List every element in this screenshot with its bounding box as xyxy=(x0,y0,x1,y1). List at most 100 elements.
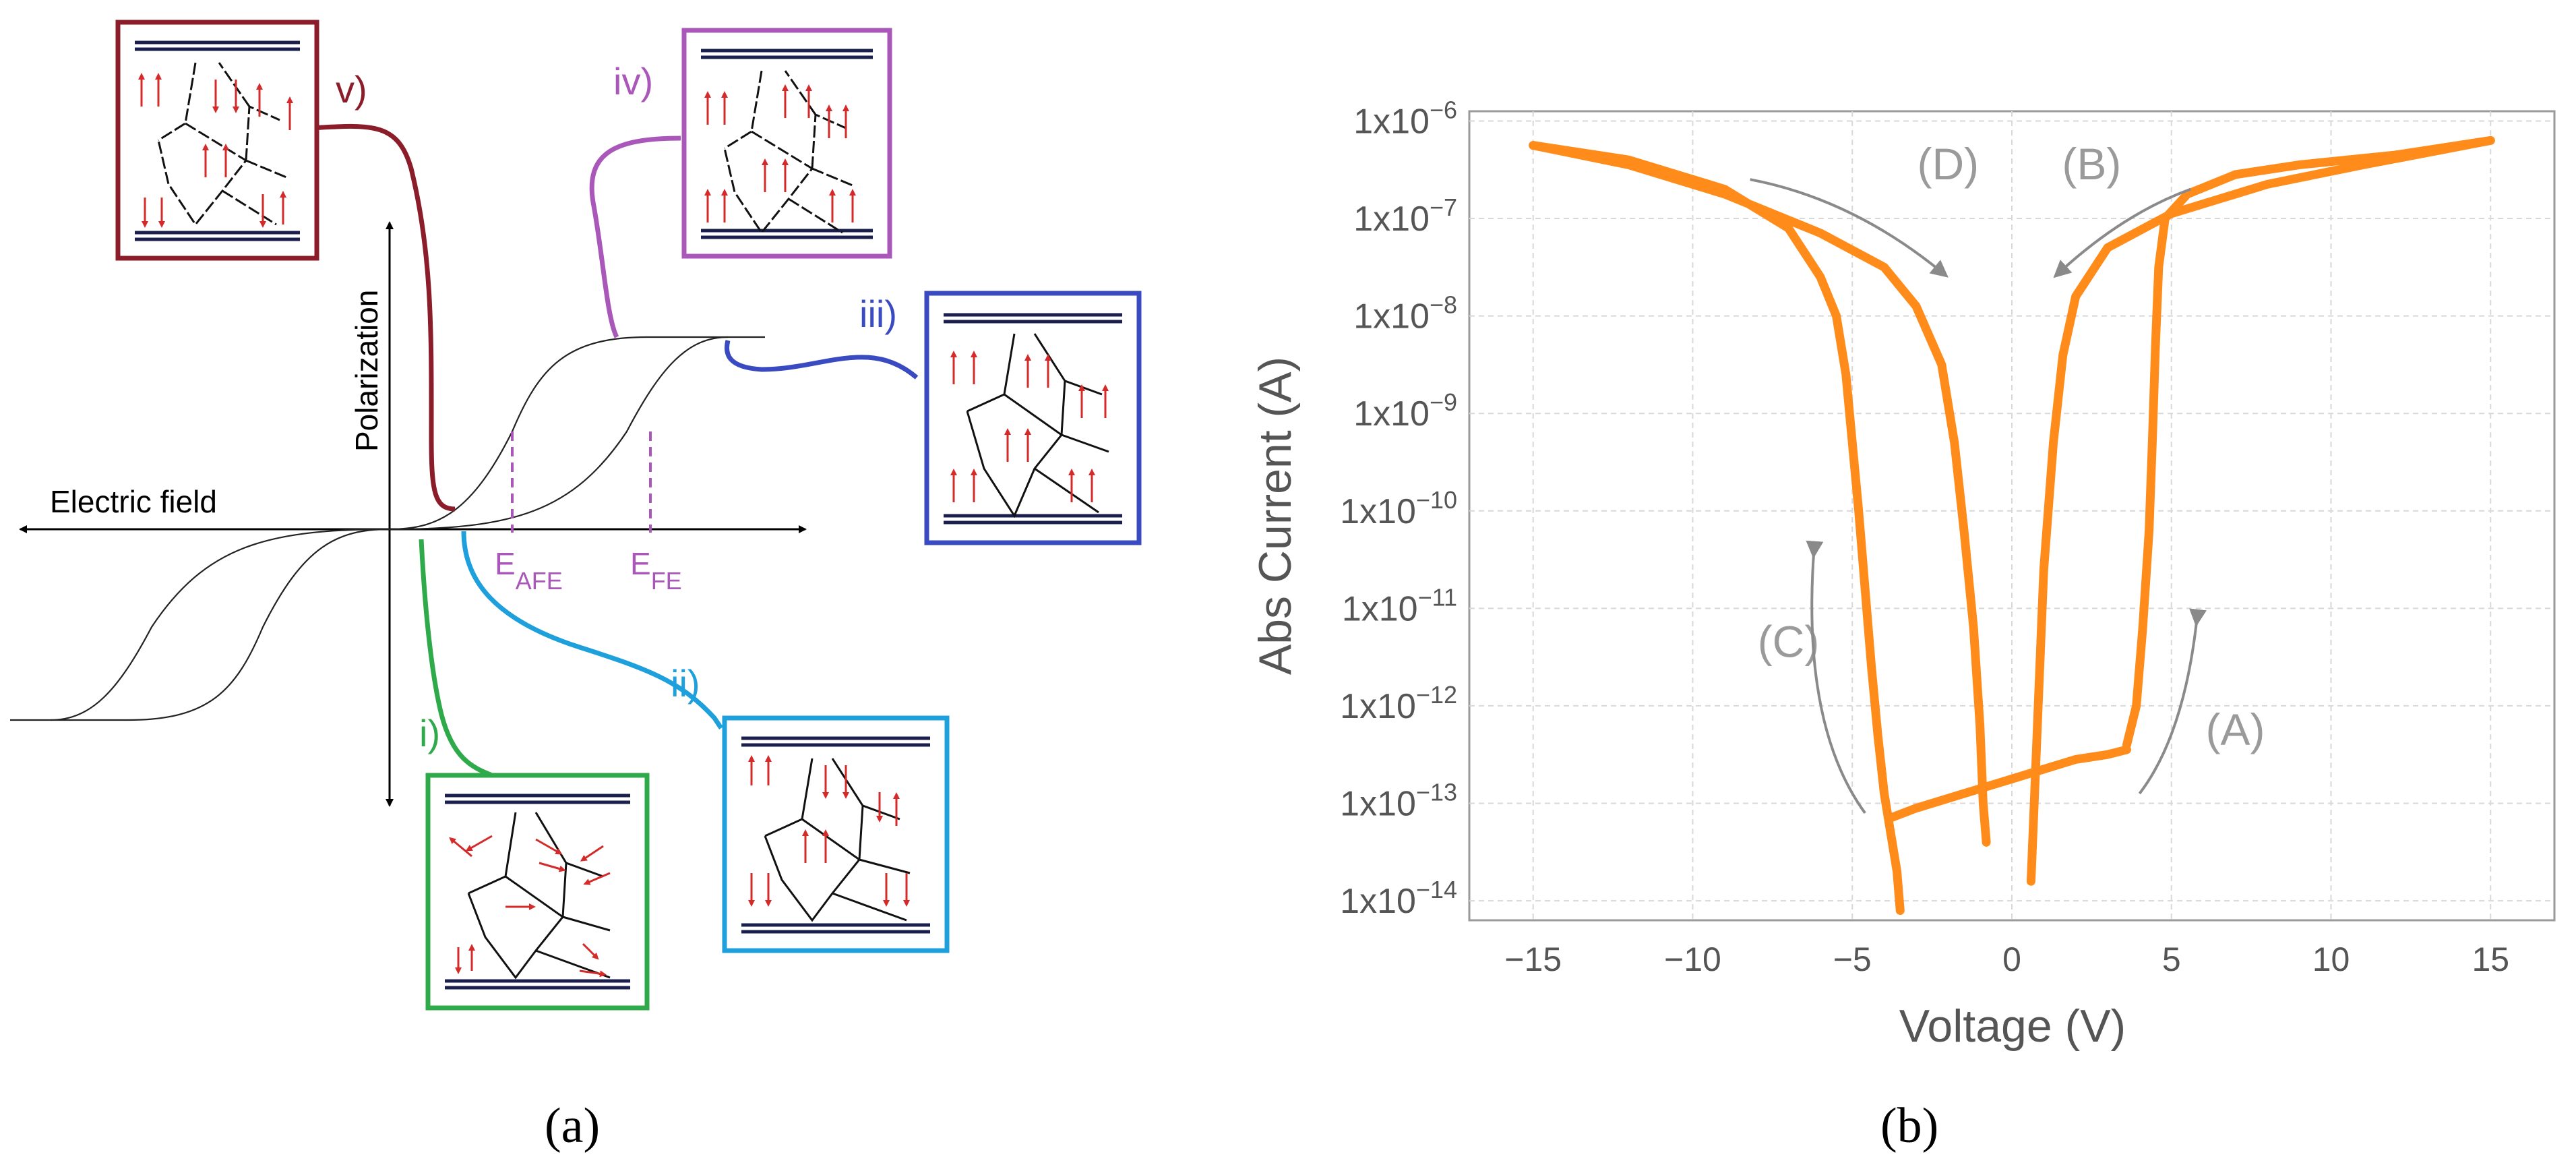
data-point xyxy=(1841,370,1850,379)
plot-frame xyxy=(1468,110,2556,922)
data-point xyxy=(2049,438,2058,447)
data-point xyxy=(1937,360,1946,369)
annotation-label: (A) xyxy=(2205,705,2265,754)
data-point xyxy=(2104,750,2112,759)
data-point xyxy=(1944,794,1953,803)
data-point xyxy=(1529,141,1537,150)
data-point xyxy=(2058,351,2067,359)
e-afe-label: EAFE xyxy=(495,546,563,595)
data-point xyxy=(1720,189,1729,198)
state-label-ii: ii) xyxy=(671,662,700,705)
data-point xyxy=(2263,180,2271,189)
domain-box-iv xyxy=(681,28,892,259)
data-point xyxy=(1854,506,1863,515)
data-point xyxy=(2040,565,2048,574)
data-point xyxy=(1880,789,1889,798)
data-point xyxy=(2154,263,2163,272)
pointer-iii xyxy=(724,340,919,380)
x-tick-label: 15 xyxy=(2472,940,2509,978)
data-point xyxy=(1887,814,1895,823)
data-point xyxy=(2486,136,2495,145)
data-point xyxy=(2122,740,2131,749)
y-tick-label: 1x10−14 xyxy=(1340,876,1457,921)
data-point xyxy=(1911,804,1920,812)
pointer-iv xyxy=(589,136,681,338)
data-point xyxy=(1624,160,1633,169)
data-point xyxy=(2104,243,2112,252)
x-tick-label: −10 xyxy=(1664,940,1721,978)
data-point xyxy=(2071,292,2080,301)
data-point xyxy=(1880,263,1889,272)
data-point xyxy=(1975,784,1984,793)
annotations: (A) (B) (C) (D) xyxy=(1750,139,2265,814)
state-label-v: v) xyxy=(336,68,367,111)
data-point xyxy=(1832,311,1841,320)
arrow-A xyxy=(2138,608,2207,795)
arrow-B xyxy=(2053,187,2191,278)
y-tick-label: 1x10−11 xyxy=(1342,583,1457,628)
data-point xyxy=(2132,701,2141,710)
data-point xyxy=(2145,526,2153,535)
domain-box-iii xyxy=(924,291,1142,545)
x-tick-label: −5 xyxy=(1833,940,1872,978)
state-label-iv: iv) xyxy=(613,60,653,102)
y-tick-label: 1x10−8 xyxy=(1353,291,1457,336)
arrow-D xyxy=(1750,178,1949,278)
data-point xyxy=(2033,721,2042,729)
data-point xyxy=(2148,438,2157,447)
data-point xyxy=(1861,585,1870,593)
data-point xyxy=(1848,438,1857,447)
data-point xyxy=(1784,224,1793,233)
x-tick-label: 5 xyxy=(2162,940,2181,978)
arrow-C xyxy=(1806,540,1866,814)
caption-b: (b) xyxy=(1880,1098,1939,1154)
data-point xyxy=(1816,272,1824,281)
data-point xyxy=(1950,438,1959,447)
x-tick-label: −15 xyxy=(1504,940,1562,978)
data-point xyxy=(1816,229,1824,237)
y-axis-label: Polarization xyxy=(349,290,384,452)
data-point xyxy=(2139,624,2147,632)
data-point xyxy=(1975,721,1984,729)
data-point xyxy=(1969,624,1978,632)
annotation-label: (C) xyxy=(1758,617,1820,667)
x-axis-label: Electric field xyxy=(50,484,217,519)
domain-box-v xyxy=(115,20,319,261)
y-tick-label: 1x10−12 xyxy=(1340,681,1457,726)
pointer-i xyxy=(419,539,493,778)
data-point xyxy=(2008,775,2016,783)
data-point xyxy=(2167,209,2176,218)
data-point xyxy=(2027,877,2035,886)
y-tick-label: 1x10−10 xyxy=(1340,486,1457,531)
data-point xyxy=(1979,799,1988,808)
y-tick-label: 1x10−7 xyxy=(1353,193,1457,239)
data-point xyxy=(1911,302,1920,311)
data-point xyxy=(2231,170,2240,179)
data-point xyxy=(1959,526,1968,535)
panel-a-diagram: Electric field Polarization EAFE EFE v) … xyxy=(10,20,1142,1011)
panel-b-chart: −15 −10 −5 0 5 10 15 1x10−6 1x10−7 1x10−8 1x10−9 1x… xyxy=(1254,96,2556,1052)
domain-box-ii xyxy=(722,715,950,953)
data-point xyxy=(2071,755,2080,764)
data-point xyxy=(1867,663,1876,671)
data-point xyxy=(1893,867,1901,876)
y-tick-label: 1x10−6 xyxy=(1353,96,1457,141)
domain-box-i xyxy=(425,773,650,1011)
y-tick-label: 1x10−9 xyxy=(1353,388,1457,434)
state-label-i: i) xyxy=(419,712,440,754)
hysteresis-loops xyxy=(10,336,765,721)
state-label-iii: iii) xyxy=(859,293,897,335)
grid xyxy=(1469,111,2554,920)
series xyxy=(1529,136,2495,916)
data-point xyxy=(1982,838,1991,847)
data-point xyxy=(1896,906,1905,915)
e-fe-label: EFE xyxy=(630,546,682,595)
x-tick-label: 0 xyxy=(2002,940,2021,978)
x-axis-title: Voltage (V) xyxy=(1899,1000,2126,1052)
y-tick-label: 1x10−13 xyxy=(1340,779,1457,824)
data-point xyxy=(2040,765,2048,773)
pointer-ii xyxy=(461,531,723,729)
data-point xyxy=(2151,340,2160,349)
data-point xyxy=(1887,828,1895,837)
x-tick-label: 10 xyxy=(2312,940,2350,978)
